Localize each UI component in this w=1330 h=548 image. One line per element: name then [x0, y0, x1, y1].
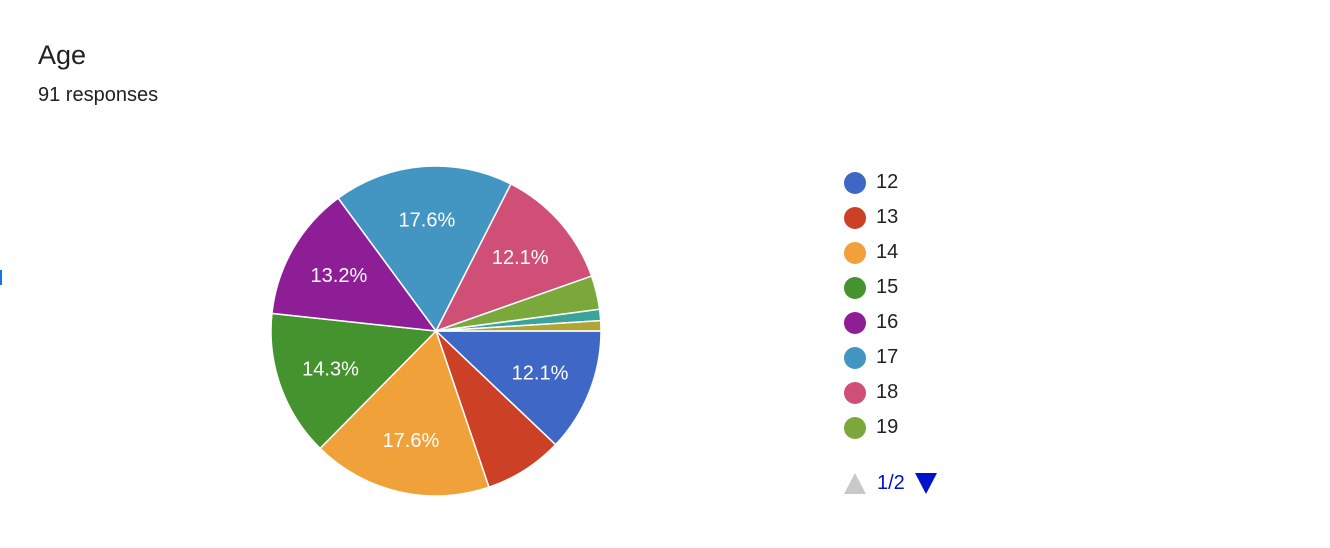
pager-page-indicator: 1/2 — [877, 472, 905, 494]
legend-label: 12 — [876, 171, 899, 193]
pie-slice-16[interactable] — [271, 197, 438, 332]
legend-label: 15 — [876, 276, 899, 298]
legend-item-16[interactable]: 16 — [844, 305, 898, 340]
legend-swatch-icon — [844, 381, 866, 404]
legend-label: 19 — [876, 416, 899, 438]
legend: 12 13 14 15 16 17 18 19 — [844, 165, 898, 445]
legend-swatch-icon — [844, 311, 866, 334]
pie-labels: 12.1% 17.6% 14.3% 13.2% 17.6% 12.1% — [302, 209, 568, 452]
pie-slices — [270, 165, 602, 497]
legend-swatch-icon — [844, 416, 866, 439]
pie-slice-17[interactable] — [337, 165, 512, 333]
legend-swatch-icon — [844, 241, 866, 264]
legend-label: 17 — [876, 346, 899, 368]
legend-swatch-icon — [844, 206, 866, 229]
legend-label: 14 — [876, 241, 899, 263]
legend-item-15[interactable]: 15 — [844, 270, 898, 305]
pie-slice-21[interactable] — [435, 319, 602, 332]
legend-item-19[interactable]: 19 — [844, 410, 898, 445]
pie-slice-18[interactable] — [434, 182, 593, 333]
slice-label-12: 12.1% — [512, 363, 569, 385]
legend-item-18[interactable]: 18 — [844, 375, 898, 410]
pie-slice-12[interactable] — [434, 330, 602, 446]
legend-item-17[interactable]: 17 — [844, 340, 898, 375]
legend-item-13[interactable]: 13 — [844, 200, 898, 235]
legend-pager: 1/2 — [844, 472, 937, 495]
response-count: 91 responses — [38, 84, 159, 106]
legend-label: 16 — [876, 311, 899, 333]
legend-swatch-icon — [844, 171, 866, 194]
slice-label-17: 17.6% — [399, 209, 456, 231]
legend-swatch-icon — [844, 276, 866, 299]
legend-label: 13 — [876, 206, 899, 228]
legend-item-14[interactable]: 14 — [844, 235, 898, 270]
slice-label-18: 12.1% — [492, 247, 549, 269]
pie-slice-14[interactable] — [318, 329, 490, 497]
pie-slice-15[interactable] — [270, 312, 438, 450]
legend-label: 18 — [876, 381, 899, 403]
pager-next-icon[interactable] — [914, 473, 937, 494]
legend-item-12[interactable]: 12 — [844, 165, 898, 200]
slice-label-14: 17.6% — [383, 430, 440, 452]
chart-title: Age — [38, 40, 87, 70]
edge-marker — [0, 270, 2, 285]
pager-prev-icon — [844, 473, 866, 494]
slice-label-15: 14.3% — [302, 359, 359, 381]
legend-swatch-icon — [844, 346, 866, 369]
slice-label-16: 13.2% — [311, 265, 368, 287]
